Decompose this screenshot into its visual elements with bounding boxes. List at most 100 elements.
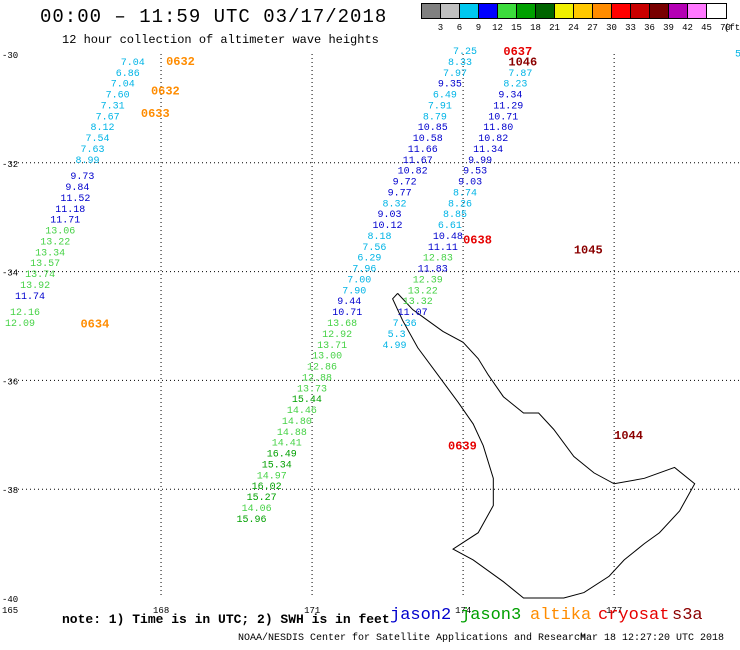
wave-height-value: 9.84 (65, 183, 89, 194)
wave-height-value: 6.61 (438, 221, 462, 232)
legend-label: 15 (511, 23, 522, 33)
legend-label: 6 (456, 23, 463, 33)
pass-time-label: 0638 (463, 233, 492, 247)
wave-height-value: 8.32 (383, 199, 407, 210)
pass-time-label: 1044 (614, 429, 643, 443)
wave-height-value: 7.97 (443, 69, 467, 80)
wave-height-value: 13.73 (297, 384, 327, 395)
wave-height-value: 15.27 (247, 493, 277, 504)
legend-label: 30 (606, 23, 617, 33)
legend-label: 24 (568, 23, 579, 33)
wave-height-value: 12.88 (302, 373, 332, 384)
wave-height-value: 7.67 (96, 112, 120, 123)
wave-height-value: 9.35 (438, 80, 462, 91)
legend-label: 33 (625, 23, 636, 33)
wave-height-value: 7.04 (111, 80, 135, 91)
legend-swatch (573, 3, 594, 19)
wave-height-value: 13.00 (312, 352, 342, 363)
wave-height-value: 7.56 (362, 243, 386, 254)
legend-swatch (440, 3, 461, 19)
wave-height-value: 12.39 (413, 275, 443, 286)
wave-height-value: 11.34 (473, 145, 503, 156)
wave-height-value: 6.29 (357, 254, 381, 265)
legend-label: 36 (644, 23, 655, 33)
legend-swatch (535, 3, 556, 19)
wave-height-value: 8.79 (423, 112, 447, 123)
wave-height-value: 13.32 (403, 297, 433, 308)
legend-swatch (554, 3, 575, 19)
wave-height-value: 7.25 (453, 47, 477, 58)
wave-height-value: 9.44 (337, 297, 361, 308)
legend-swatch (497, 3, 518, 19)
wave-height-value: 13.74 (25, 270, 55, 281)
wave-height-value: 13.34 (35, 248, 65, 259)
pass-time-label: 0632 (166, 55, 195, 69)
page-subtitle: 12 hour collection of altimeter wave hei… (62, 33, 379, 47)
wave-height-value: 8.99 (75, 156, 99, 167)
satellite-cryosat: cryosat (598, 606, 670, 625)
wave-height-value: 8.12 (91, 123, 115, 134)
footer-note: note: 1) Time is in UTC; 2) SWH is in fe… (62, 612, 390, 627)
wave-height-value: 8.85 (443, 210, 467, 221)
legend-label: 45 (701, 23, 712, 33)
wave-height-value: 4.99 (383, 341, 407, 352)
satellite-jason3: jason3 (460, 606, 522, 625)
wave-height-value: 12.16 (10, 308, 40, 319)
wave-height-value: 10.82 (398, 167, 428, 178)
wave-height-value: 6.86 (116, 69, 140, 80)
lat-axis-label: -40 (2, 595, 18, 605)
lon-axis-label: 177 (606, 606, 622, 616)
legend-label: 39 (663, 23, 674, 33)
lon-axis-label: 165 (2, 606, 18, 616)
wave-height-value: 13.68 (327, 319, 357, 330)
footer-timestamp: Mar 18 12:27:20 UTC 2018 (580, 633, 725, 644)
footer-credit: NOAA/NESDIS Center for Satellite Applica… (238, 633, 587, 644)
wave-height-value: 10.58 (413, 134, 443, 145)
wave-height-value: 14.88 (277, 428, 307, 439)
lat-axis-label: -30 (2, 51, 18, 61)
wave-height-value: 7.91 (428, 101, 452, 112)
wave-height-value: 10.71 (332, 308, 362, 319)
wave-height-value: 10.48 (433, 232, 463, 243)
wave-height-value: 14.41 (272, 439, 302, 450)
wave-height-value: 9.03 (378, 210, 402, 221)
legend-label: 21 (549, 23, 560, 33)
lat-axis-label: -38 (2, 486, 18, 496)
wave-height-value: 11.66 (408, 145, 438, 156)
wave-height-value: 10.71 (488, 112, 518, 123)
wave-height-value: 8.33 (448, 58, 472, 69)
wave-height-value: 11.18 (55, 205, 85, 216)
wave-height-value: 9.77 (388, 188, 412, 199)
legend-label: 27 (587, 23, 598, 33)
legend-unit: (ft) (724, 23, 740, 33)
wave-height-value: 6.49 (433, 91, 457, 102)
legend-swatch (516, 3, 537, 19)
wave-height-value: 9.73 (70, 172, 94, 183)
lat-axis-label: -34 (2, 269, 18, 279)
lon-axis-label: 168 (153, 606, 169, 616)
wave-height-value: 9.53 (463, 167, 487, 178)
wave-height-value: 13.22 (40, 237, 70, 248)
wave-height-value: 12.92 (322, 330, 352, 341)
satellite-s3a: s3a (672, 606, 703, 625)
wave-height-value: 15.34 (262, 460, 292, 471)
legend-swatch (592, 3, 613, 19)
wave-height-value: 11.29 (493, 101, 523, 112)
wave-height-value: 8.23 (503, 80, 527, 91)
legend-swatch (478, 3, 499, 19)
legend-swatch (687, 3, 708, 19)
wave-height-value: 7.36 (393, 319, 417, 330)
wave-height-value: 8.74 (453, 188, 477, 199)
wave-height-value: 7.96 (352, 265, 376, 276)
wave-height-value: 7.04 (121, 58, 145, 69)
wave-height-value: 9.99 (468, 156, 492, 167)
wave-height-value: 16.02 (252, 482, 282, 493)
wave-height-value: 11.07 (398, 308, 428, 319)
pass-time-label: 0632 (151, 84, 180, 98)
wave-height-value: 10.82 (478, 134, 508, 145)
legend-swatch (649, 3, 670, 19)
wave-height-value: 7.90 (342, 286, 366, 297)
